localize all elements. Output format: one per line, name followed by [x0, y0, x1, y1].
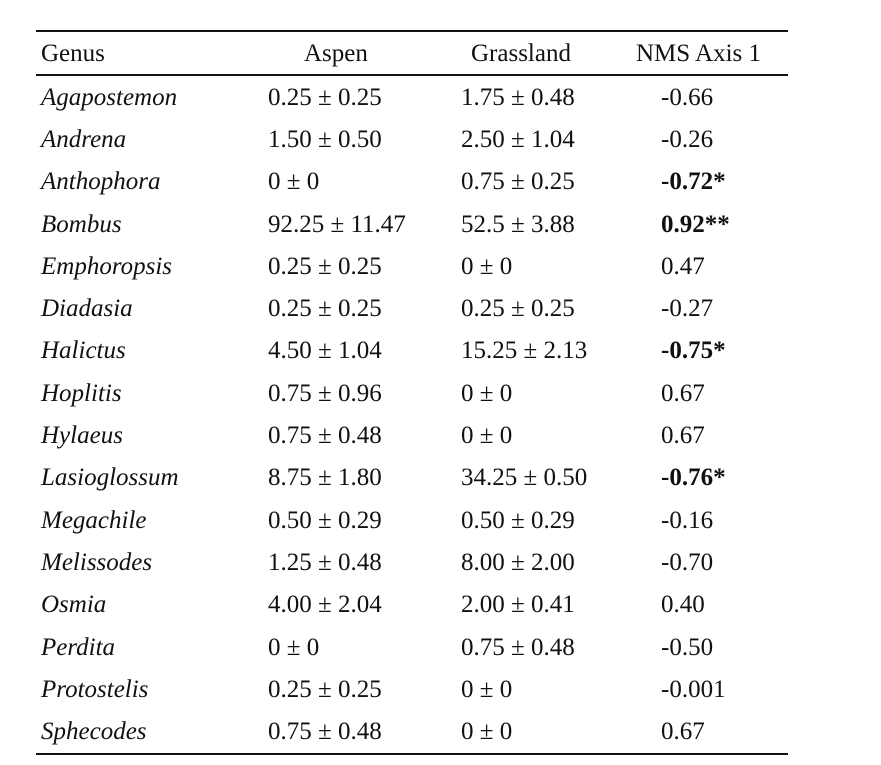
cell-nms-axis-1: -0.72* [661, 168, 726, 196]
header-nms-axis-1: NMS Axis 1 [636, 39, 762, 67]
cell-grassland: 0 ± 0 [461, 718, 513, 746]
cell-nms-axis-1: 0.67 [661, 379, 705, 407]
cell-grassland: 8.00 ± 2.00 [461, 548, 575, 576]
table-row: Hylaeus 0.75 ± 0.48 0 ± 0 0.67 [36, 414, 788, 456]
genus-abundance-table-container: Genus Aspen Grassland NMS Axis 1 Agapost… [36, 30, 788, 755]
cell-genus: Hoplitis [41, 379, 122, 407]
cell-grassland: 0 ± 0 [461, 252, 513, 280]
cell-nms-axis-1: 0.92** [661, 210, 730, 238]
cell-genus: Anthophora [41, 168, 161, 196]
table-row: Bombus 92.25 ± 11.47 52.5 ± 3.88 0.92** [36, 203, 788, 245]
table-row: Halictus 4.50 ± 1.04 15.25 ± 2.13 -0.75* [36, 330, 788, 372]
table-row: Osmia 4.00 ± 2.04 2.00 ± 0.41 0.40 [36, 584, 788, 626]
cell-grassland: 2.50 ± 1.04 [461, 125, 575, 153]
table-row: Protostelis 0.25 ± 0.25 0 ± 0 -0.001 [36, 668, 788, 710]
cell-genus: Emphoropsis [41, 252, 173, 280]
cell-grassland: 1.75 ± 0.48 [461, 83, 575, 111]
table-row: Sphecodes 0.75 ± 0.48 0 ± 0 0.67 [36, 710, 788, 754]
table-row: Melissodes 1.25 ± 0.48 8.00 ± 2.00 -0.70 [36, 541, 788, 583]
cell-genus: Sphecodes [41, 718, 147, 746]
genus-abundance-table: Genus Aspen Grassland NMS Axis 1 Agapost… [36, 30, 788, 755]
cell-aspen: 0.25 ± 0.25 [268, 295, 382, 323]
cell-aspen: 0.25 ± 0.25 [268, 675, 382, 703]
table-row: Agapostemon 0.25 ± 0.25 1.75 ± 0.48 -0.66 [36, 75, 788, 118]
cell-genus: Halictus [41, 337, 126, 365]
cell-nms-axis-1: -0.001 [661, 675, 726, 703]
cell-grassland: 0.25 ± 0.25 [461, 295, 575, 323]
cell-nms-axis-1: -0.26 [661, 125, 714, 153]
cell-grassland: 0.75 ± 0.48 [461, 633, 575, 661]
table-row: Andrena 1.50 ± 0.50 2.50 ± 1.04 -0.26 [36, 118, 788, 160]
cell-aspen: 0.50 ± 0.29 [268, 506, 382, 534]
cell-aspen: 0.75 ± 0.48 [268, 422, 382, 450]
cell-grassland: 0.75 ± 0.25 [461, 168, 575, 196]
cell-genus: Bombus [41, 210, 122, 238]
cell-grassland: 0 ± 0 [461, 675, 513, 703]
cell-grassland: 0 ± 0 [461, 422, 513, 450]
cell-nms-axis-1: -0.66 [661, 83, 714, 111]
cell-nms-axis-1: -0.75* [661, 337, 726, 365]
cell-aspen: 4.00 ± 2.04 [268, 591, 382, 619]
cell-nms-axis-1: -0.16 [661, 506, 714, 534]
cell-genus: Protostelis [41, 675, 149, 703]
cell-grassland: 0 ± 0 [461, 379, 513, 407]
header-grassland: Grassland [471, 39, 571, 67]
cell-aspen: 0.75 ± 0.96 [268, 379, 382, 407]
cell-genus: Melissodes [41, 548, 153, 576]
cell-aspen: 8.75 ± 1.80 [268, 464, 382, 492]
header-genus: Genus [41, 39, 105, 67]
cell-grassland: 15.25 ± 2.13 [461, 337, 588, 365]
cell-genus: Lasioglossum [41, 464, 179, 492]
table-row: Diadasia 0.25 ± 0.25 0.25 ± 0.25 -0.27 [36, 287, 788, 329]
table-row: Emphoropsis 0.25 ± 0.25 0 ± 0 0.47 [36, 245, 788, 287]
cell-genus: Andrena [41, 125, 127, 153]
cell-nms-axis-1: -0.76* [661, 464, 726, 492]
cell-nms-axis-1: -0.70 [661, 548, 714, 576]
cell-aspen: 1.25 ± 0.48 [268, 548, 382, 576]
cell-aspen: 0.25 ± 0.25 [268, 252, 382, 280]
cell-nms-axis-1: 0.40 [661, 591, 705, 619]
header-aspen: Aspen [304, 39, 368, 67]
cell-genus: Hylaeus [41, 422, 123, 450]
header-row: Genus Aspen Grassland NMS Axis 1 [36, 31, 788, 75]
cell-nms-axis-1: -0.27 [661, 295, 714, 323]
cell-aspen: 4.50 ± 1.04 [268, 337, 382, 365]
table-body: Agapostemon 0.25 ± 0.25 1.75 ± 0.48 -0.66 An… [36, 75, 788, 754]
cell-genus: Agapostemon [41, 83, 178, 111]
table-row: Hoplitis 0.75 ± 0.96 0 ± 0 0.67 [36, 372, 788, 414]
cell-nms-axis-1: 0.67 [661, 422, 705, 450]
cell-grassland: 0.50 ± 0.29 [461, 506, 575, 534]
cell-genus: Diadasia [41, 295, 133, 323]
cell-grassland: 2.00 ± 0.41 [461, 591, 575, 619]
cell-nms-axis-1: 0.67 [661, 718, 705, 746]
table-header: Genus Aspen Grassland NMS Axis 1 [36, 31, 788, 75]
cell-grassland: 52.5 ± 3.88 [461, 210, 575, 238]
cell-grassland: 34.25 ± 0.50 [461, 464, 588, 492]
cell-genus: Perdita [41, 633, 116, 661]
cell-aspen: 1.50 ± 0.50 [268, 125, 382, 153]
cell-aspen: 0 ± 0 [268, 633, 320, 661]
cell-nms-axis-1: -0.50 [661, 633, 714, 661]
table-row: Lasioglossum 8.75 ± 1.80 34.25 ± 0.50 -0.76… [36, 457, 788, 499]
cell-aspen: 0 ± 0 [268, 168, 320, 196]
cell-aspen: 92.25 ± 11.47 [268, 210, 406, 238]
cell-genus: Osmia [41, 591, 107, 619]
cell-nms-axis-1: 0.47 [661, 252, 705, 280]
cell-aspen: 0.25 ± 0.25 [268, 83, 382, 111]
table-row: Perdita 0 ± 0 0.75 ± 0.48 -0.50 [36, 626, 788, 668]
cell-genus: Megachile [41, 506, 147, 534]
table-row: Anthophora 0 ± 0 0.75 ± 0.25 -0.72* [36, 161, 788, 203]
cell-aspen: 0.75 ± 0.48 [268, 718, 382, 746]
table-row: Megachile 0.50 ± 0.29 0.50 ± 0.29 -0.16 [36, 499, 788, 541]
